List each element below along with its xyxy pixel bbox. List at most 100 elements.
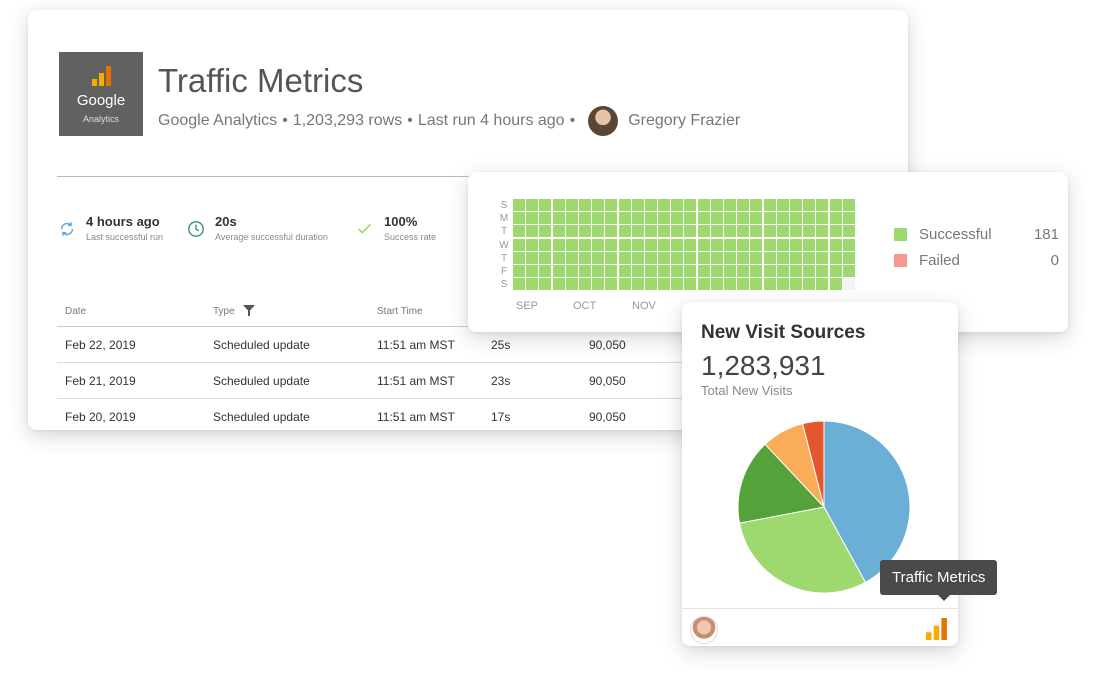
- heatmap-cell[interactable]: [513, 264, 525, 277]
- heatmap-cell[interactable]: [803, 225, 816, 238]
- heatmap-cell[interactable]: [618, 278, 631, 291]
- heatmap-cell[interactable]: [578, 251, 591, 264]
- heatmap-cell[interactable]: [592, 264, 605, 277]
- column-header-type[interactable]: Type: [205, 296, 369, 327]
- heatmap-cell[interactable]: [724, 225, 736, 238]
- heatmap-cell[interactable]: [644, 238, 657, 251]
- heatmap-cell[interactable]: [552, 199, 565, 211]
- owner-name[interactable]: Gregory Frazier: [628, 112, 741, 129]
- owner-avatar[interactable]: [588, 106, 619, 136]
- heatmap-cell[interactable]: [829, 264, 842, 277]
- heatmap-cell[interactable]: [842, 199, 855, 211]
- heatmap-cell[interactable]: [671, 278, 684, 291]
- heatmap-cell[interactable]: [552, 251, 565, 264]
- heatmap-cell[interactable]: [776, 199, 789, 211]
- heatmap-cell[interactable]: [539, 199, 552, 211]
- heatmap-cell[interactable]: [750, 264, 763, 277]
- source-name[interactable]: Google Analytics: [158, 112, 278, 129]
- heatmap-cell[interactable]: [539, 225, 552, 238]
- heatmap-cell[interactable]: [539, 212, 552, 225]
- heatmap-cell[interactable]: [829, 238, 842, 251]
- heatmap-cell[interactable]: [631, 212, 644, 225]
- heatmap-cell[interactable]: [697, 278, 710, 291]
- heatmap-cell[interactable]: [644, 264, 657, 277]
- heatmap-cell[interactable]: [750, 212, 763, 225]
- heatmap-cell[interactable]: [631, 238, 644, 251]
- heatmap-cell[interactable]: [618, 251, 631, 264]
- heatmap-cell[interactable]: [513, 199, 525, 211]
- heatmap-cell[interactable]: [816, 264, 829, 277]
- heatmap-cell[interactable]: [513, 278, 525, 291]
- heatmap-cell[interactable]: [565, 199, 578, 211]
- heatmap-cell[interactable]: [552, 212, 565, 225]
- heatmap-cell[interactable]: [710, 225, 723, 238]
- heatmap-cell[interactable]: [644, 278, 657, 291]
- heatmap-cell[interactable]: [789, 278, 802, 291]
- heatmap-cell[interactable]: [724, 199, 736, 211]
- heatmap-cell[interactable]: [776, 278, 789, 291]
- heatmap-cell[interactable]: [513, 212, 525, 225]
- heatmap-cell[interactable]: [526, 238, 539, 251]
- heatmap-cell[interactable]: [526, 278, 539, 291]
- heatmap-cell[interactable]: [829, 212, 842, 225]
- heatmap-cell[interactable]: [526, 199, 539, 211]
- heatmap-cell[interactable]: [684, 278, 697, 291]
- heatmap-cell[interactable]: [829, 199, 842, 211]
- heatmap-cell[interactable]: [724, 264, 736, 277]
- heatmap-cell[interactable]: [658, 225, 671, 238]
- heatmap-cell[interactable]: [776, 251, 789, 264]
- heatmap-cell[interactable]: [724, 238, 736, 251]
- heatmap-cell[interactable]: [803, 251, 816, 264]
- heatmap-cell[interactable]: [513, 251, 525, 264]
- heatmap-cell[interactable]: [658, 264, 671, 277]
- table-row[interactable]: Feb 21, 2019 Scheduled update 11:51 am M…: [57, 362, 757, 399]
- heatmap-cell[interactable]: [578, 238, 591, 251]
- heatmap-cell[interactable]: [737, 238, 750, 251]
- heatmap-cell[interactable]: [789, 251, 802, 264]
- heatmap-cell[interactable]: [776, 225, 789, 238]
- heatmap-cell[interactable]: [842, 264, 855, 277]
- heatmap-cell[interactable]: [842, 238, 855, 251]
- heatmap-cell[interactable]: [552, 278, 565, 291]
- heatmap-cell[interactable]: [592, 199, 605, 211]
- heatmap-cell[interactable]: [644, 225, 657, 238]
- heatmap-cell[interactable]: [750, 251, 763, 264]
- heatmap-cell[interactable]: [578, 212, 591, 225]
- heatmap-cell[interactable]: [724, 212, 736, 225]
- heatmap-cell[interactable]: [829, 251, 842, 264]
- heatmap-cell[interactable]: [578, 264, 591, 277]
- pie-slice[interactable]: [802, 420, 825, 508]
- filter-icon[interactable]: [243, 305, 256, 316]
- heatmap-cell[interactable]: [578, 199, 591, 211]
- heatmap-cell[interactable]: [631, 199, 644, 211]
- heatmap-cell[interactable]: [710, 212, 723, 225]
- heatmap-cell[interactable]: [737, 212, 750, 225]
- heatmap-cell[interactable]: [789, 238, 802, 251]
- heatmap-cell[interactable]: [513, 225, 525, 238]
- heatmap-cell[interactable]: [842, 212, 855, 225]
- heatmap-cell[interactable]: [816, 238, 829, 251]
- heatmap-cell[interactable]: [526, 251, 539, 264]
- heatmap-cell[interactable]: [710, 278, 723, 291]
- heatmap-cell[interactable]: [684, 251, 697, 264]
- heatmap-cell[interactable]: [618, 264, 631, 277]
- heatmap-cell[interactable]: [526, 264, 539, 277]
- heatmap-cell[interactable]: [565, 251, 578, 264]
- pie-slice[interactable]: [737, 443, 825, 524]
- heatmap-cell[interactable]: [671, 199, 684, 211]
- heatmap-cell[interactable]: [763, 251, 776, 264]
- heatmap-cell[interactable]: [803, 238, 816, 251]
- heatmap-cell[interactable]: [789, 264, 802, 277]
- heatmap-cell[interactable]: [737, 199, 750, 211]
- heatmap-cell[interactable]: [763, 264, 776, 277]
- heatmap-cell[interactable]: [671, 238, 684, 251]
- heatmap-cell[interactable]: [776, 212, 789, 225]
- heatmap-cell[interactable]: [750, 225, 763, 238]
- column-header-date[interactable]: Date: [57, 296, 205, 327]
- heatmap-cell[interactable]: [605, 238, 618, 251]
- heatmap-cell[interactable]: [829, 278, 842, 291]
- heatmap-cell[interactable]: [697, 264, 710, 277]
- table-row[interactable]: Feb 22, 2019 Scheduled update 11:51 am M…: [57, 326, 757, 363]
- heatmap-cell[interactable]: [618, 212, 631, 225]
- heatmap-cell[interactable]: [842, 251, 855, 264]
